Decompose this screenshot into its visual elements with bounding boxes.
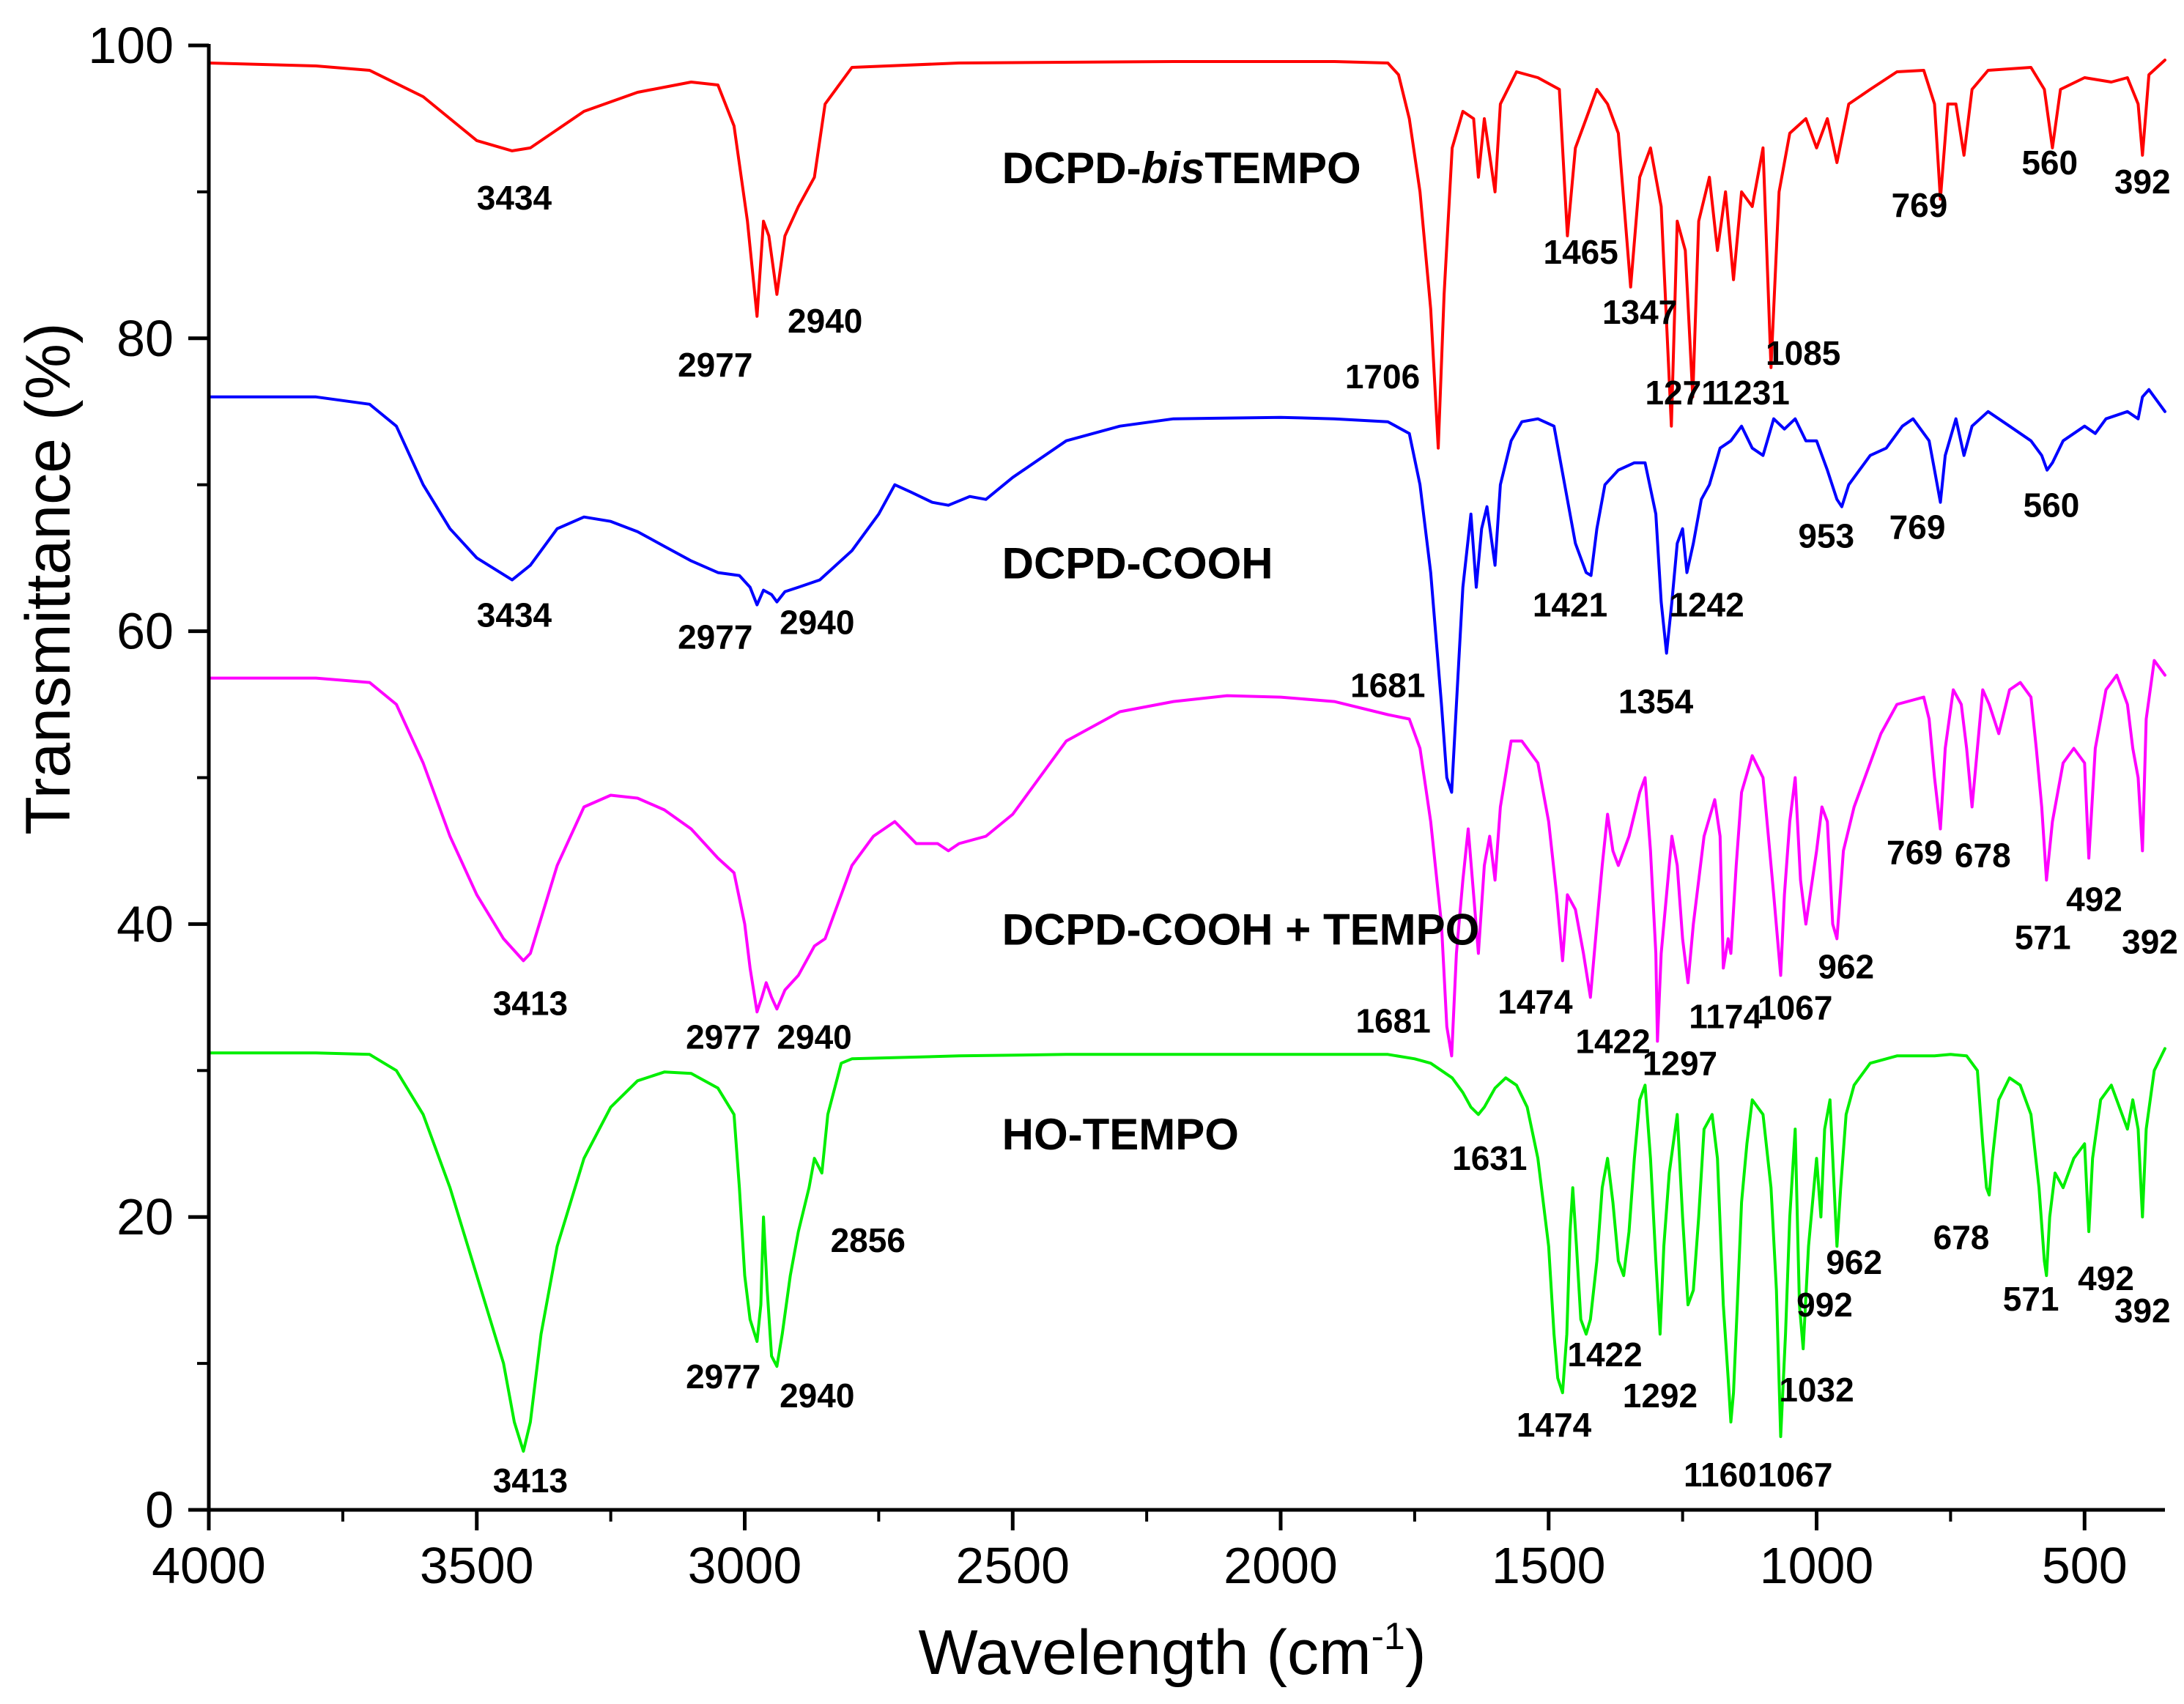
peak-label: 2940 bbox=[788, 302, 862, 340]
peak-label: 1242 bbox=[1669, 586, 1744, 624]
y-tick-label: 100 bbox=[88, 17, 174, 74]
peak-label: 392 bbox=[2114, 163, 2171, 201]
peak-label: 678 bbox=[1955, 836, 2011, 874]
peak-label: 678 bbox=[1933, 1218, 1990, 1256]
peak-label: 1160 bbox=[1684, 1456, 1757, 1494]
series-label-2: DCPD-COOH bbox=[1002, 539, 1273, 588]
peak-label: 560 bbox=[2024, 486, 2080, 525]
peak-label: 1422 bbox=[1567, 1336, 1642, 1374]
peak-label: 2977 bbox=[686, 1018, 760, 1056]
peak-label: 560 bbox=[2021, 144, 2078, 182]
peak-label: 1474 bbox=[1498, 982, 1573, 1020]
peak-label: 769 bbox=[1889, 508, 1946, 547]
peak-label: 1297 bbox=[1643, 1044, 1717, 1082]
peak-label: 492 bbox=[2078, 1259, 2134, 1297]
series-label-1: DCPD-bisTEMPO bbox=[1002, 144, 1361, 193]
peak-label: 1032 bbox=[1779, 1371, 1854, 1409]
x-tick-label: 2500 bbox=[955, 1537, 1070, 1594]
peak-label: 2940 bbox=[780, 1377, 854, 1415]
peak-label: 1706 bbox=[1345, 358, 1420, 396]
peak-label: 392 bbox=[2114, 1292, 2171, 1330]
peak-label: 769 bbox=[1887, 833, 1943, 871]
peak-label: 1292 bbox=[1623, 1377, 1698, 1415]
x-tick-label: 3000 bbox=[688, 1537, 802, 1594]
peak-label: 571 bbox=[2003, 1280, 2059, 1318]
peak-label: 1085 bbox=[1766, 334, 1840, 372]
peak-label: 1174 bbox=[1689, 997, 1762, 1035]
peak-label: 3413 bbox=[493, 1462, 568, 1500]
peak-label: 953 bbox=[1798, 517, 1854, 555]
peak-label: 3434 bbox=[477, 179, 552, 217]
peak-label: 1681 bbox=[1355, 1001, 1430, 1040]
peak-label: 1347 bbox=[1602, 293, 1677, 331]
peak-label: 1681 bbox=[1350, 667, 1425, 705]
x-tick-label: 1000 bbox=[1760, 1537, 1874, 1594]
peak-label: 962 bbox=[1826, 1243, 1882, 1281]
peak-label: 3434 bbox=[477, 596, 552, 634]
series-layer bbox=[207, 59, 2166, 1453]
x-tick-label: 4000 bbox=[152, 1537, 266, 1594]
series-line-3 bbox=[207, 659, 2166, 1058]
peak-label: 571 bbox=[2015, 918, 2071, 956]
series-label-part: DCPD- bbox=[1002, 144, 1141, 193]
y-tick-label: 60 bbox=[116, 603, 174, 660]
peak-label: 2940 bbox=[780, 604, 854, 642]
series-label-part: bis bbox=[1141, 144, 1205, 193]
x-axis-title-superscript: -1 bbox=[1372, 1615, 1405, 1658]
peak-label: 1067 bbox=[1758, 988, 1832, 1026]
peak-label: 1631 bbox=[1452, 1139, 1527, 1177]
peak-label: 992 bbox=[1796, 1286, 1853, 1324]
peak-label: 1271 bbox=[1645, 374, 1720, 412]
peak-label: 962 bbox=[1818, 947, 1874, 985]
peak-label: 2977 bbox=[678, 618, 752, 656]
x-tick-label: 1500 bbox=[1492, 1537, 1606, 1594]
x-axis-title-main: Wavelength (cm bbox=[918, 1618, 1371, 1688]
peak-label: 1474 bbox=[1517, 1406, 1592, 1444]
peak-label: 2977 bbox=[678, 346, 752, 384]
series-line-2 bbox=[207, 388, 2166, 794]
y-tick-label: 80 bbox=[116, 310, 174, 367]
y-tick-label: 20 bbox=[116, 1188, 174, 1245]
y-tick-label: 0 bbox=[145, 1481, 174, 1538]
axes-layer bbox=[207, 44, 2165, 1512]
peak-label: 3413 bbox=[493, 984, 568, 1022]
peak-label: 1354 bbox=[1618, 683, 1694, 721]
ticks-layer: 4000 3500 3000 2500 2000 1500 1000 500 0 20 40 60 80… bbox=[88, 17, 2127, 1594]
peak-label: 1067 bbox=[1758, 1456, 1832, 1494]
x-axis-title: Wavelength (cm-1) bbox=[918, 1615, 1426, 1688]
series-label-part: TEMPO bbox=[1204, 144, 1361, 193]
x-tick-label: 3500 bbox=[420, 1537, 534, 1594]
peak-label: 769 bbox=[1892, 186, 1948, 224]
peak-label: 1231 bbox=[1715, 374, 1790, 412]
peak-label: 492 bbox=[2066, 880, 2122, 918]
x-axis-title-end: ) bbox=[1405, 1618, 1426, 1688]
series-label-4: HO-TEMPO bbox=[1002, 1110, 1239, 1159]
series-label-layer: DCPD-bisTEMPO DCPD-COOH DCPD-COOH + TEMPO H… bbox=[1002, 144, 1480, 1159]
peak-label: 1465 bbox=[1543, 233, 1618, 271]
peak-label: 2940 bbox=[777, 1018, 851, 1056]
peak-label: 392 bbox=[2122, 922, 2178, 960]
peak-label: 1421 bbox=[1533, 586, 1607, 624]
y-axis-title: Transmittance (%) bbox=[13, 322, 84, 834]
series-line-1 bbox=[207, 59, 2166, 450]
series-label-3: DCPD-COOH + TEMPO bbox=[1002, 905, 1480, 954]
peak-label: 2977 bbox=[686, 1357, 760, 1396]
x-tick-label: 2000 bbox=[1224, 1537, 1338, 1594]
series-line-4 bbox=[207, 1047, 2166, 1453]
peak-label: 1422 bbox=[1575, 1022, 1650, 1060]
y-tick-label: 40 bbox=[116, 895, 174, 952]
peak-label: 2856 bbox=[831, 1221, 906, 1259]
x-tick-label: 500 bbox=[2042, 1537, 2128, 1594]
